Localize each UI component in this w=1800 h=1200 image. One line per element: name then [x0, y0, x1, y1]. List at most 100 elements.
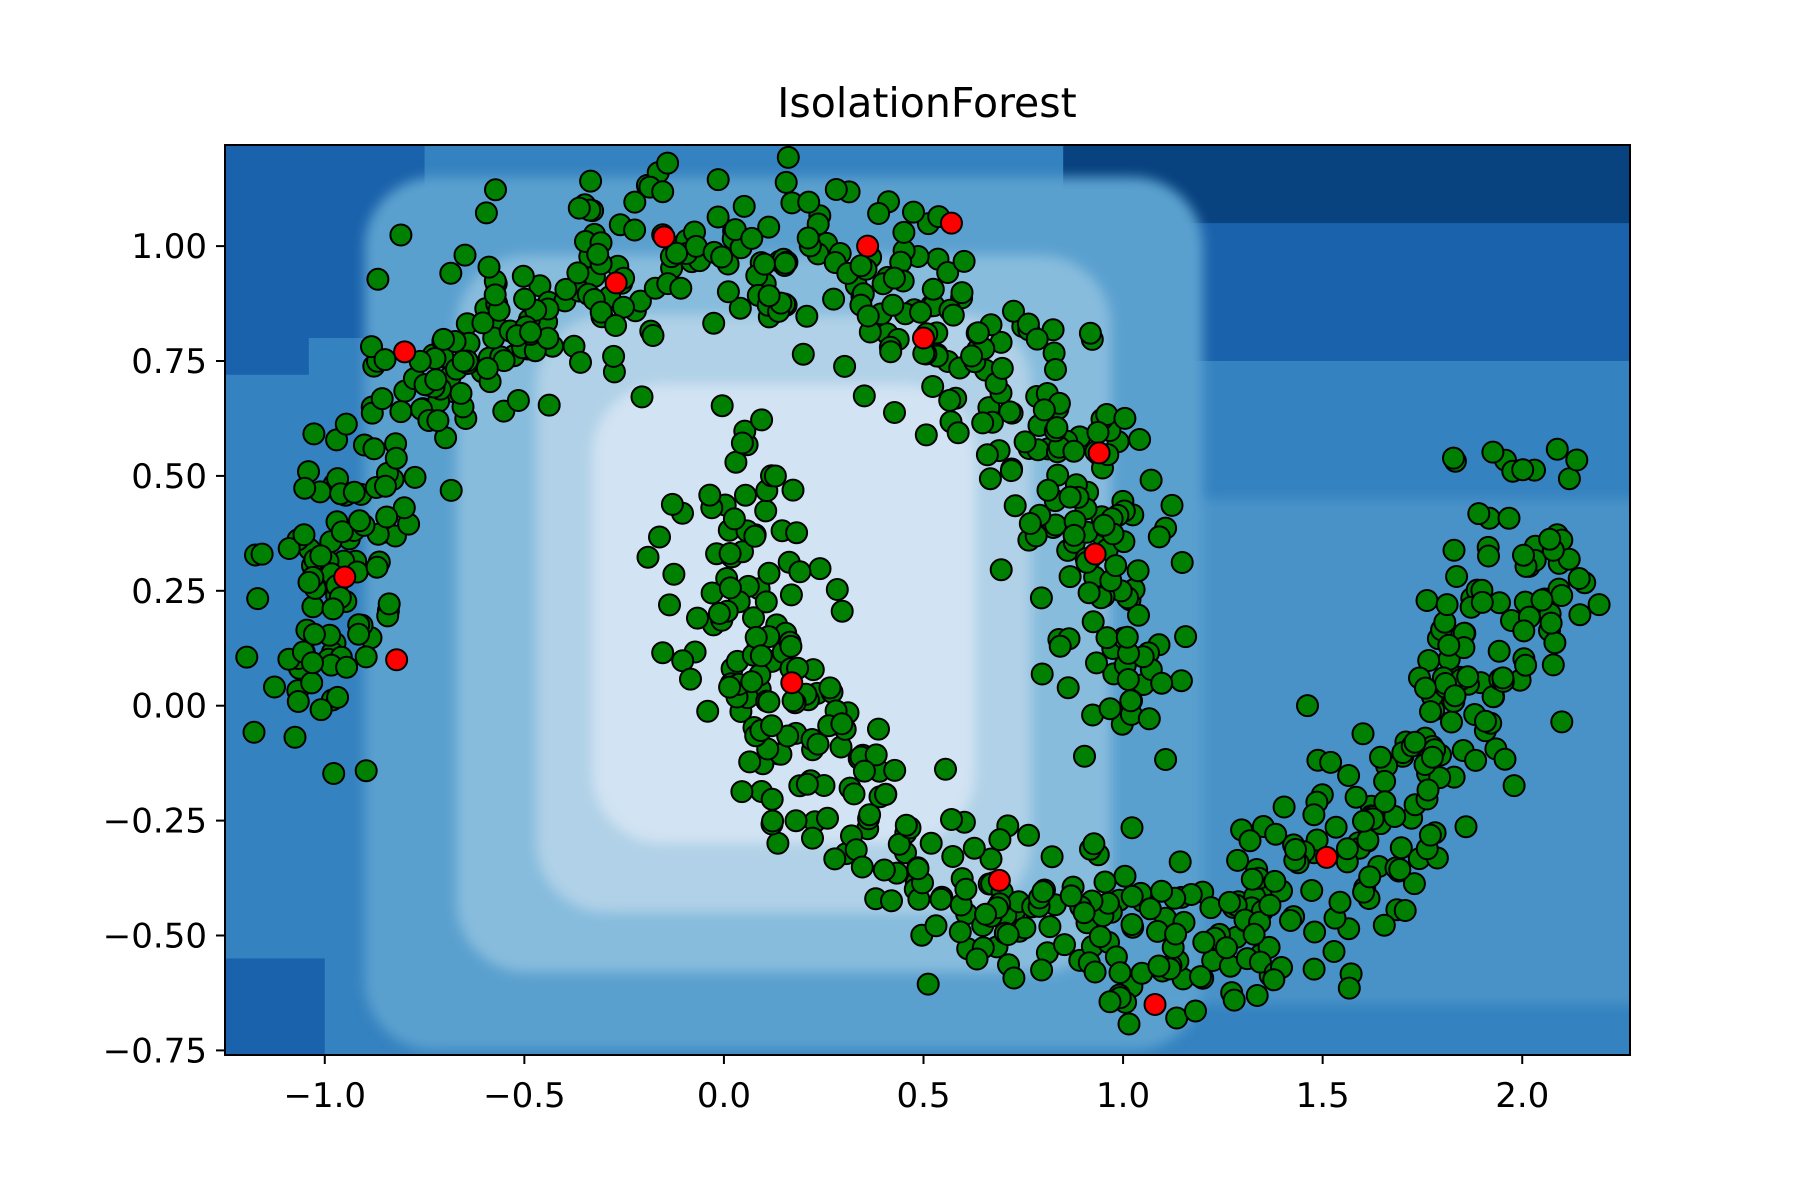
inlier-point	[484, 178, 507, 202]
inlier-point	[1497, 506, 1521, 530]
inlier-point	[795, 772, 819, 796]
inlier-point	[1077, 581, 1101, 605]
inlier-point	[1263, 869, 1287, 893]
inlier-point	[1493, 747, 1517, 771]
inlier-point	[1568, 603, 1592, 627]
inlier-point	[439, 261, 463, 285]
outlier-point	[1083, 542, 1107, 566]
inlier-point	[948, 920, 972, 944]
inlier-point	[1587, 593, 1611, 617]
inlier-point	[579, 169, 603, 193]
inlier-point	[389, 223, 413, 247]
inlier-point	[1352, 809, 1375, 833]
inlier-point	[1032, 398, 1056, 422]
inlier-point	[1169, 669, 1193, 693]
inlier-point	[389, 400, 413, 424]
inlier-point	[1502, 774, 1526, 798]
inlier-point	[424, 368, 448, 392]
inlier-point	[602, 344, 626, 368]
inlier-point	[1417, 649, 1441, 672]
inlier-point	[1539, 611, 1563, 635]
inlier-point	[941, 845, 965, 868]
inlier-point	[730, 431, 754, 455]
inlier-point	[1073, 744, 1096, 768]
inlier-point	[924, 914, 948, 938]
inlier-point	[439, 478, 463, 502]
inlier-point	[426, 409, 450, 433]
outlier-point	[987, 868, 1011, 892]
inlier-point	[698, 483, 722, 507]
inlier-point	[833, 354, 857, 378]
inlier-point	[474, 201, 498, 225]
inlier-point	[660, 492, 684, 516]
inlier-point	[1189, 965, 1212, 989]
y-axis: −0.75 −0.50 −0.25 0.00 0.25 0.50 0.75 1.00	[103, 227, 225, 1071]
inlier-point	[1416, 778, 1440, 802]
inlier-point	[354, 645, 378, 669]
inlier-point	[864, 743, 888, 767]
inlier-point	[1104, 554, 1128, 578]
inlier-point	[636, 545, 660, 569]
inlier-point	[1139, 468, 1163, 492]
inlier-point	[1245, 984, 1269, 1007]
inlier-point	[867, 202, 891, 225]
inlier-point	[658, 593, 681, 617]
inlier-point	[277, 537, 301, 560]
x-axis: −1.0 −0.5 0.0 0.5 1.0 1.5 2.0	[284, 1055, 1549, 1116]
inlier-point	[348, 509, 371, 533]
inlier-point	[321, 597, 345, 621]
inlier-point	[651, 180, 675, 204]
inlier-point	[309, 698, 333, 722]
inlier-point	[1477, 544, 1500, 568]
inlier-point	[966, 321, 990, 345]
inlier-point	[347, 622, 371, 646]
inlier-point	[776, 724, 800, 748]
inlier-point	[1445, 565, 1469, 588]
x-tick-label: 0.0	[697, 1076, 751, 1116]
inlier-point	[757, 561, 781, 585]
inlier-point	[946, 421, 970, 445]
inlier-point	[1264, 822, 1288, 846]
inlier-point	[335, 655, 359, 679]
inlier-point	[816, 806, 839, 830]
inlier-point	[1393, 899, 1417, 922]
inlier-point	[824, 178, 848, 201]
inlier-point	[1018, 512, 1042, 535]
inlier-point	[1045, 416, 1069, 440]
inlier-point	[988, 828, 1012, 852]
inlier-point	[641, 324, 665, 347]
inlier-point	[1242, 922, 1266, 946]
inlier-point	[754, 590, 778, 614]
outlier-point	[1143, 992, 1167, 1016]
inlier-point	[1150, 671, 1174, 695]
inlier-point	[1240, 867, 1264, 891]
inlier-point	[990, 356, 1014, 380]
inlier-point	[1487, 639, 1511, 663]
inlier-point	[882, 266, 906, 290]
inlier-point	[971, 411, 995, 435]
inlier-point	[856, 304, 880, 328]
inlier-point	[1017, 823, 1040, 847]
inlier-point	[1538, 527, 1562, 551]
inlier-point	[1147, 525, 1171, 549]
inlier-point	[941, 303, 965, 327]
inlier-point	[1002, 966, 1026, 990]
inlier-point	[1258, 893, 1282, 917]
chart-title: IsolationForest	[777, 79, 1076, 127]
inlier-point	[1437, 633, 1461, 657]
inlier-point	[830, 599, 854, 623]
inlier-point	[1541, 653, 1565, 677]
inlier-point	[850, 855, 874, 879]
background-region-4	[1123, 223, 1630, 362]
inlier-point	[934, 757, 957, 781]
inlier-point	[1120, 816, 1144, 840]
inlier-point	[1062, 439, 1086, 463]
inlier-point	[1168, 850, 1192, 874]
inlier-point	[679, 667, 702, 691]
inlier-point	[785, 521, 809, 545]
outlier-point	[912, 326, 936, 350]
inlier-point	[1137, 707, 1161, 731]
inlier-point	[686, 606, 709, 630]
inlier-point	[766, 831, 790, 855]
inlier-point	[1300, 879, 1324, 902]
